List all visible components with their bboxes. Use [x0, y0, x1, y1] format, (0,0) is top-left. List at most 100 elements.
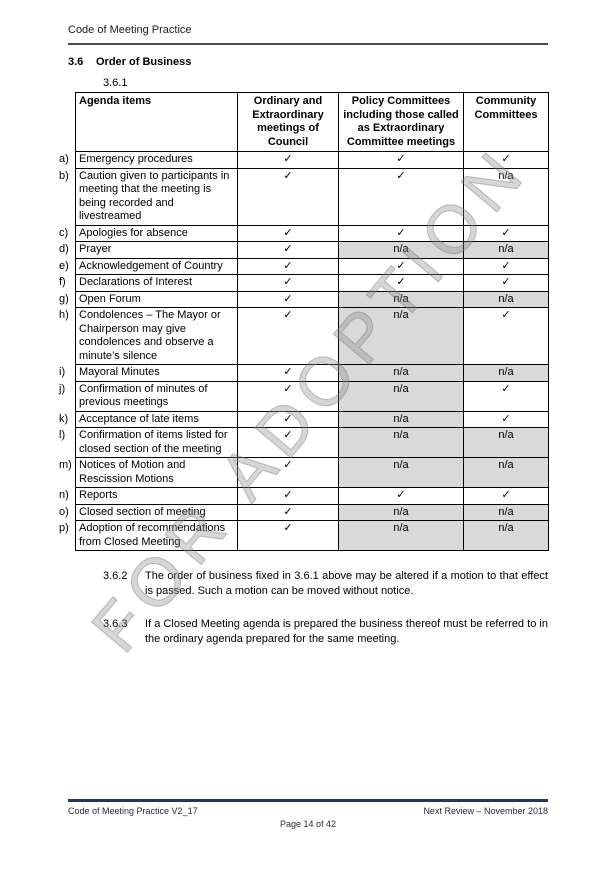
agenda-item-cell: i) Mayoral Minutes: [59, 364, 238, 382]
agenda-cell-ordinary: ✓: [237, 410, 339, 428]
agenda-item-label: j): [59, 382, 66, 395]
agenda-cell-ordinary: ✓: [237, 503, 339, 521]
agenda-cell-ordinary: ✓: [237, 274, 339, 292]
agenda-cell-ordinary: ✓: [237, 380, 339, 412]
agenda-cell-community: n/a: [463, 167, 549, 226]
agenda-cell-ordinary: ✓: [237, 364, 339, 382]
clause-3-6-3: 3.6.3 If a Closed Meeting agenda is prep…: [103, 617, 548, 647]
agenda-cell-community: n/a: [463, 457, 549, 488]
agenda-cell-community: ✓: [463, 274, 549, 292]
clause-text: The order of business fixed in 3.6.1 abo…: [145, 570, 548, 597]
clause-3-6-1-number: 3.6.1: [103, 77, 128, 89]
agenda-cell-policy: n/a: [338, 307, 464, 365]
agenda-cell-policy: ✓: [338, 151, 464, 169]
agenda-item-cell: f) Declarations of Interest: [59, 274, 238, 292]
agenda-item-cell: l) Confirmation of items listed for close…: [59, 427, 238, 458]
agenda-cell-community: ✓: [463, 380, 549, 412]
agenda-cell-ordinary: ✓: [237, 167, 339, 226]
agenda-item-cell: e) Acknowledgement of Country: [59, 257, 238, 275]
agenda-cell-community: ✓: [463, 487, 549, 505]
agenda-cell-policy: ✓: [338, 257, 464, 275]
agenda-cell-policy: n/a: [338, 241, 464, 259]
agenda-item-cell: n) Reports: [59, 487, 238, 505]
table-row: c) Apologies for absence ✓ ✓ ✓: [59, 224, 549, 242]
agenda-item-cell: p) Adoption of recommendations from Close…: [59, 520, 238, 551]
agenda-item-label: m): [59, 459, 72, 471]
clause-text: If a Closed Meeting agenda is prepared t…: [145, 618, 548, 645]
agenda-item-label: p): [59, 522, 69, 534]
column-header-agenda-items: Agenda items: [75, 92, 238, 152]
table-row: h) Condolences – The Mayor or Chairperson…: [59, 307, 549, 365]
agenda-item-cell: m) Notices of Motion and Rescission Motio…: [59, 457, 238, 488]
agenda-cell-policy: n/a: [338, 410, 464, 428]
order-of-business-table: Agenda items Ordinary and Extraordinary …: [59, 92, 549, 551]
agenda-cell-policy: n/a: [338, 503, 464, 521]
agenda-item-label: i): [59, 366, 66, 378]
table-row: a) Emergency procedures ✓ ✓ ✓: [59, 151, 549, 169]
table-row: n) Reports ✓ ✓ ✓: [59, 487, 549, 505]
agenda-item-cell: j) Confirmation of minutes of previous me…: [59, 380, 238, 412]
agenda-cell-ordinary: ✓: [237, 427, 339, 458]
agenda-cell-community: ✓: [463, 410, 549, 428]
footer-next-review: Next Review – November 2018: [423, 806, 548, 816]
agenda-cell-ordinary: ✓: [237, 241, 339, 259]
table-row: b) Caution given to participants in meeti…: [59, 167, 549, 226]
agenda-item-cell: o) Closed section of meeting: [59, 503, 238, 521]
agenda-cell-policy: n/a: [338, 290, 464, 308]
agenda-cell-community: ✓: [463, 224, 549, 242]
table-row: p) Adoption of recommendations from Close…: [59, 520, 549, 551]
agenda-cell-ordinary: ✓: [237, 151, 339, 169]
agenda-cell-ordinary: ✓: [237, 257, 339, 275]
agenda-item-label: a): [59, 153, 69, 165]
agenda-item-cell: g) Open Forum: [59, 290, 238, 308]
section-heading: 3.6 Order of Business: [68, 56, 548, 68]
agenda-cell-community: ✓: [463, 151, 549, 169]
agenda-item-label: l): [59, 429, 66, 441]
agenda-item-label: o): [59, 505, 69, 518]
column-header-policy-committees: Policy Committees including those called…: [338, 92, 464, 152]
agenda-cell-policy: n/a: [338, 520, 464, 551]
page-header-title: Code of Meeting Practice: [68, 24, 192, 36]
agenda-item-cell: k) Acceptance of late items: [59, 410, 238, 428]
agenda-cell-ordinary: ✓: [237, 457, 339, 488]
agenda-item-cell: b) Caution given to participants in meeti…: [59, 167, 238, 226]
table-row: g) Open Forum ✓ n/a n/a: [59, 290, 549, 308]
agenda-cell-ordinary: ✓: [237, 290, 339, 308]
agenda-item-cell: a) Emergency procedures: [59, 151, 238, 169]
agenda-cell-ordinary: ✓: [237, 307, 339, 365]
table-row: f) Declarations of Interest ✓ ✓ ✓: [59, 274, 549, 292]
agenda-cell-ordinary: ✓: [237, 520, 339, 551]
table-row: o) Closed section of meeting ✓ n/a n/a: [59, 503, 549, 521]
agenda-cell-policy: n/a: [338, 364, 464, 382]
agenda-item-cell: h) Condolences – The Mayor or Chairperson…: [59, 307, 238, 365]
agenda-cell-policy: ✓: [338, 167, 464, 226]
agenda-cell-community: n/a: [463, 241, 549, 259]
agenda-item-label: e): [59, 259, 69, 272]
clause-3-6-2: 3.6.2 The order of business fixed in 3.6…: [103, 569, 548, 599]
agenda-cell-community: n/a: [463, 520, 549, 551]
agenda-cell-community: n/a: [463, 503, 549, 521]
agenda-cell-community: n/a: [463, 290, 549, 308]
agenda-item-cell: c) Apologies for absence: [59, 224, 238, 242]
agenda-item-label: g): [59, 292, 69, 305]
clause-number: 3.6.3: [103, 618, 128, 630]
table-row: j) Confirmation of minutes of previous me…: [59, 380, 549, 412]
column-header-community-committees: Community Committees: [463, 92, 549, 152]
page-content: 3.6 Order of Business 3.6.1 Agenda items…: [59, 56, 549, 647]
section-title: Order of Business: [96, 56, 192, 68]
table-row: i) Mayoral Minutes ✓ n/a n/a: [59, 364, 549, 382]
table-row: e) Acknowledgement of Country ✓ ✓ ✓: [59, 257, 549, 275]
clause-number: 3.6.2: [103, 570, 128, 582]
table-row: m) Notices of Motion and Rescission Motio…: [59, 457, 549, 488]
agenda-item-label: n): [59, 489, 69, 501]
section-number: 3.6: [68, 56, 84, 68]
footer-rule: [68, 799, 548, 802]
table-row: d) Prayer ✓ n/a n/a: [59, 241, 549, 259]
agenda-cell-policy: ✓: [338, 487, 464, 505]
agenda-cell-policy: n/a: [338, 457, 464, 488]
agenda-cell-policy: n/a: [338, 380, 464, 412]
agenda-item-label: h): [59, 309, 69, 321]
agenda-item-label: f): [59, 276, 66, 288]
agenda-table-body: a) Emergency procedures ✓ ✓ ✓ b) Caution given…: [59, 151, 549, 551]
header-rule: [68, 43, 548, 45]
